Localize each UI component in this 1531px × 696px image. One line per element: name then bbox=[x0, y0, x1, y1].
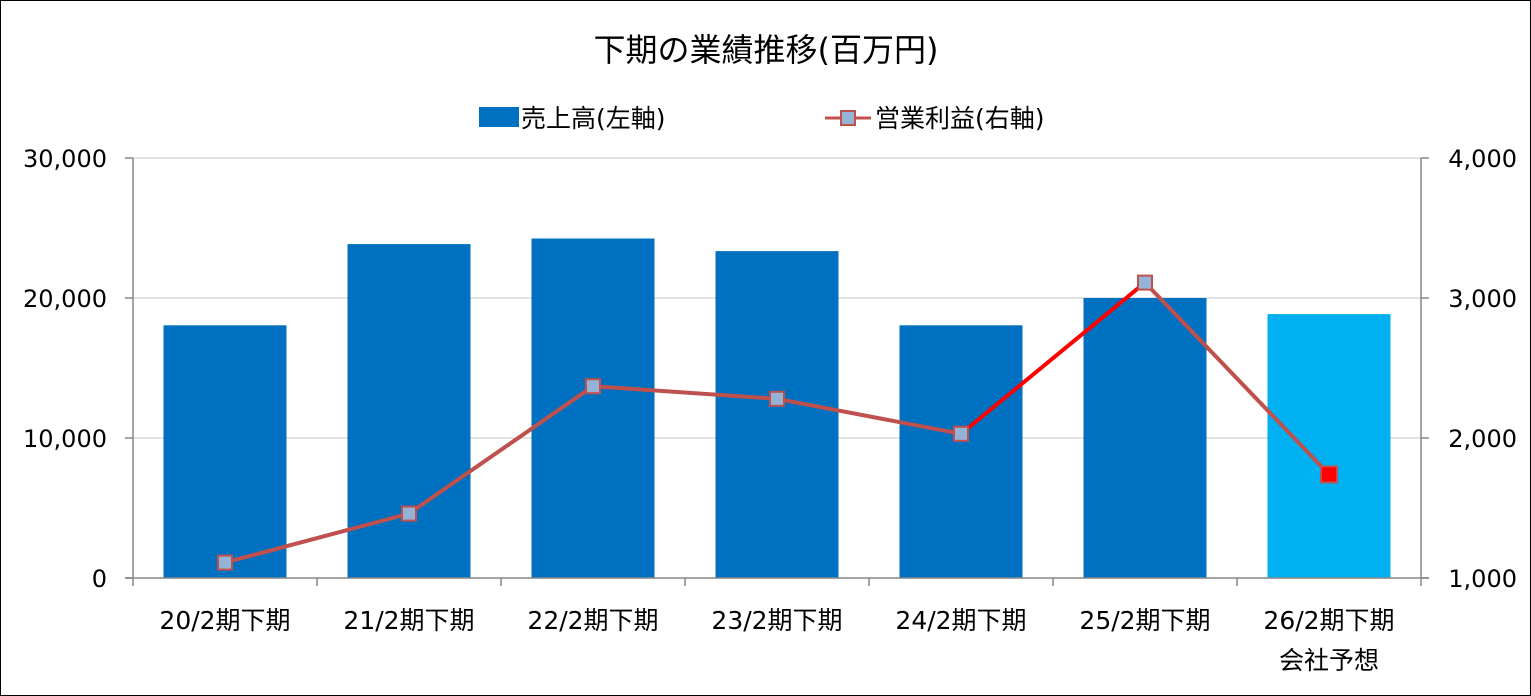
left-axis-ticks: 0 10,000 20,000 30,000 bbox=[23, 145, 107, 593]
left-tick-label-2: 20,000 bbox=[23, 285, 107, 313]
category-label-1: 21/2期下期 bbox=[343, 606, 474, 635]
category-label-3: 23/2期下期 bbox=[711, 606, 842, 635]
profit-segment-5 bbox=[1143, 280, 1331, 477]
right-axis-ticks: 1,000 2,000 3,000 4,000 bbox=[1448, 145, 1517, 593]
category-label-6-line2: 会社予想 bbox=[1279, 646, 1379, 675]
profit-marker-1 bbox=[401, 505, 417, 522]
axes bbox=[125, 157, 1429, 586]
left-tick-label-3: 30,000 bbox=[23, 145, 107, 173]
profit-marker-5 bbox=[1137, 274, 1153, 291]
legend-label-sales: 売上高(左軸) bbox=[521, 104, 666, 133]
profit-marker-2 bbox=[585, 378, 601, 395]
sales-bar-3 bbox=[715, 251, 839, 578]
profit-segment-2 bbox=[591, 384, 779, 401]
category-labels: 20/2期下期 21/2期下期 22/2期下期 23/2期下期 24/2期下期 25/2期… bbox=[159, 606, 1394, 675]
left-tick-label-0: 0 bbox=[92, 565, 107, 593]
profit-segment-3 bbox=[775, 396, 963, 436]
profit-marker-0 bbox=[217, 554, 233, 571]
profit-markers bbox=[217, 274, 1338, 571]
legend-label-profit: 営業利益(右軸) bbox=[875, 104, 1045, 133]
right-tick-label-3: 4,000 bbox=[1448, 145, 1517, 173]
profit-segment-4 bbox=[959, 280, 1147, 436]
right-tick-label-1: 2,000 bbox=[1448, 425, 1517, 453]
sales-bar-4 bbox=[899, 325, 1023, 578]
sales-bar-2 bbox=[531, 238, 655, 578]
bars bbox=[163, 238, 1391, 578]
right-tick-label-0: 1,000 bbox=[1448, 565, 1517, 593]
sales-bar-0 bbox=[163, 325, 287, 578]
right-tick-label-2: 3,000 bbox=[1448, 285, 1517, 313]
legend: 売上高(左軸) 営業利益(右軸) bbox=[479, 104, 1045, 133]
chart-title: 下期の業績推移(百万円) bbox=[594, 31, 939, 69]
legend-marker-profit bbox=[840, 110, 856, 126]
category-label-4: 24/2期下期 bbox=[895, 606, 1026, 635]
profit-marker-6 bbox=[1320, 465, 1338, 484]
sales-bar-1 bbox=[347, 244, 471, 578]
profit-segment-1 bbox=[407, 384, 595, 516]
profit-marker-3 bbox=[769, 390, 785, 407]
category-label-0: 20/2期下期 bbox=[159, 606, 290, 635]
sales-bar-6 bbox=[1267, 314, 1391, 578]
category-label-2: 22/2期下期 bbox=[527, 606, 658, 635]
profit-line bbox=[223, 280, 1331, 565]
category-label-5: 25/2期下期 bbox=[1079, 606, 1210, 635]
sales-bar-5 bbox=[1083, 298, 1207, 578]
profit-marker-4 bbox=[953, 425, 969, 442]
profit-segment-0 bbox=[223, 511, 411, 565]
category-label-6: 26/2期下期 bbox=[1263, 606, 1394, 635]
left-tick-label-1: 10,000 bbox=[23, 425, 107, 453]
legend-swatch-sales bbox=[479, 107, 519, 127]
